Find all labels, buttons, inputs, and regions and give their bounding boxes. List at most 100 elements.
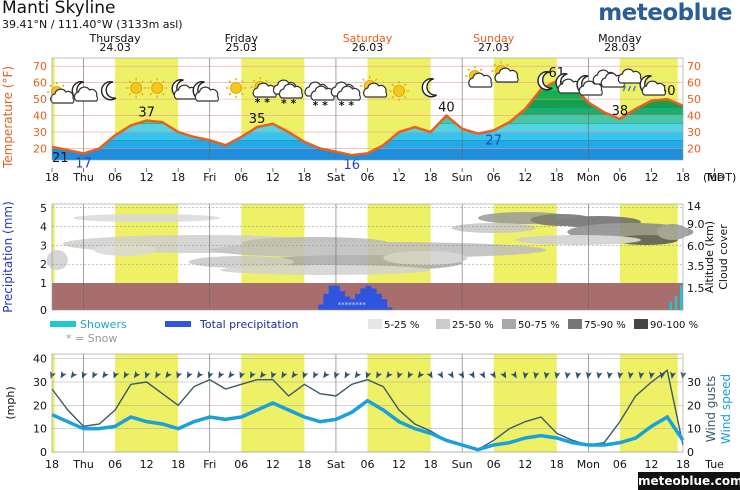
moon-icon: [192, 81, 219, 102]
wind-arrow-icon: [606, 371, 613, 379]
shower-bar: [669, 301, 672, 310]
temperature-tick-right: 40: [687, 110, 701, 123]
x-tick-label: 12: [140, 171, 154, 184]
precip-bar: [381, 299, 388, 310]
wind-arrow-icon: [554, 371, 561, 379]
snow-glyph: * *: [281, 97, 297, 110]
legend-label-cloud-cover: 5-25 %: [384, 320, 419, 331]
wind-tick-left: 40: [33, 353, 47, 366]
x-tick-label: 06: [234, 171, 248, 184]
cloud-cover-patch: [220, 265, 431, 275]
legend-label-cloud-cover: 50-75 %: [518, 320, 560, 331]
x-tick-label: 06: [361, 171, 375, 184]
wind-arrow-icon: [585, 371, 592, 379]
day-date-label: 27.03: [478, 41, 510, 54]
wind-arrow-icon: [407, 370, 414, 379]
wind-arrow-icon: [575, 371, 582, 379]
temperature-value-label: 16: [343, 158, 360, 173]
cloud-cover-patch: [656, 224, 689, 240]
timezone-label: (MDT): [703, 171, 736, 184]
x-tick-label: Mon: [577, 171, 600, 184]
precip-bar: [333, 285, 340, 310]
wind-arrow-icon: [670, 371, 676, 379]
temperature-tick-right: 60: [687, 77, 701, 90]
wind-arrow-icon: [186, 370, 193, 379]
snow-glyph: * *: [255, 96, 271, 109]
legend-label-snow: * = Snow: [66, 332, 117, 345]
altitude-tick-right: 6.0: [687, 240, 705, 253]
x-tick-label: 12: [140, 458, 154, 471]
temperature-value-label: 38: [612, 104, 629, 119]
wind-tick-left: 20: [33, 399, 47, 412]
wind-tick-left: 30: [33, 376, 47, 389]
temperature-tick-right: 30: [687, 126, 701, 139]
temperature-tick-left: 60: [33, 77, 47, 90]
wind-arrow-icon: [468, 370, 475, 379]
snow-glyph: * *: [313, 99, 329, 112]
x-tick-label: 18: [550, 458, 564, 471]
precip-bar: [360, 288, 367, 310]
x-tick-label: Thu: [72, 458, 94, 471]
precip-bar: [349, 299, 356, 310]
legend-label-total-precip: Total precipitation: [199, 318, 299, 331]
x-tick-label: 12: [644, 171, 658, 184]
wind-arrow-icon: [543, 371, 550, 379]
cloud-icon: * *: [272, 79, 304, 110]
snow-glyph: * *: [339, 99, 355, 112]
precip-tick-left: 0: [40, 304, 47, 317]
sun-icon: [226, 78, 247, 98]
precip-tick-left: 4: [40, 221, 47, 234]
cloud-cover-patch: [94, 244, 158, 256]
meteoblue-logo[interactable]: meteoblue: [598, 0, 732, 26]
x-tick-label: 18: [171, 171, 185, 184]
x-tick-label: 18: [676, 171, 690, 184]
wind-arrow-icon: [510, 370, 517, 379]
temperature-value-label: 21: [52, 151, 69, 166]
wind-arrow-icon: [155, 370, 162, 379]
day-date-label: 25.03: [226, 41, 258, 54]
daylight-band: [52, 354, 55, 452]
location-coordinates: 39.41°N / 111.40°W (3133m asl): [2, 18, 183, 31]
cloud-cover-patch: [451, 223, 536, 233]
wind-arrow-icon: [376, 370, 383, 379]
x-tick-label: Tue: [704, 171, 724, 184]
wind-arrow-icon: [426, 370, 433, 379]
legend-swatch-cloud-cover: [634, 319, 648, 329]
precip-bar: [328, 285, 335, 310]
precip-bar: [339, 291, 346, 310]
precip-bar: [365, 285, 372, 310]
wind-arrow-icon: [334, 371, 340, 379]
x-tick-label: 06: [613, 458, 627, 471]
footer-link[interactable]: meteoblue.com: [638, 472, 740, 490]
x-tick-label: 12: [644, 458, 658, 471]
temperature-tick-left: 50: [33, 93, 47, 106]
precip-tick-left: 5: [40, 202, 47, 215]
precip-bar: [344, 296, 351, 310]
wind-arrow-icon: [323, 370, 330, 379]
temperature-tick-left: 70: [33, 60, 47, 73]
wind-gusts-axis-label: Wind gusts: [704, 376, 718, 442]
temperature-tick-right: 20: [687, 142, 701, 155]
x-tick-label: 12: [266, 171, 280, 184]
temperature-axis-label: Temperature (°F): [1, 66, 15, 169]
wind-arrow-icon: [500, 370, 507, 379]
day-date-label: 24.03: [99, 41, 131, 54]
precip-tick-left: 1: [40, 277, 47, 290]
wind-arrow-icon: [417, 370, 425, 379]
cloud-cover-patch: [383, 251, 468, 265]
wind-arrow-icon: [60, 370, 67, 379]
wind-arrow-icon: [489, 370, 496, 379]
wind-direction-arrows: [50, 370, 687, 379]
wind-arrow-icon: [196, 370, 204, 379]
cloud-icon: * *: [304, 81, 335, 112]
x-tick-label: 18: [297, 171, 311, 184]
cloud-cover-patch: [73, 214, 221, 222]
x-tick-label: 18: [424, 171, 438, 184]
day-name-label: Friday: [225, 32, 259, 45]
x-tick-label: 06: [487, 458, 501, 471]
wind-axis-label: (mph): [4, 386, 17, 419]
altitude-tick-right: 14: [687, 200, 701, 213]
day-name-label: Monday: [598, 32, 642, 45]
legend-label-cloud-cover: 75-90 %: [584, 320, 626, 331]
legend-label-cloud-cover: 90-100 %: [650, 320, 698, 331]
